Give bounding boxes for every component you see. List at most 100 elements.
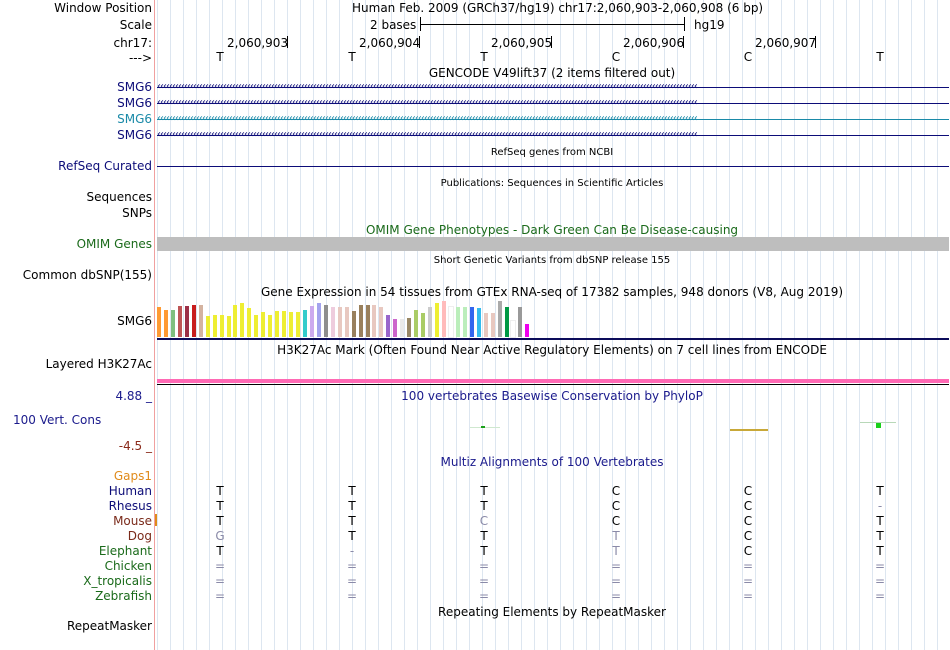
gtex-tissue-bar[interactable]: [462, 306, 467, 337]
gaps-label[interactable]: Gaps1: [113, 469, 152, 483]
gtex-tissue-bar[interactable]: [233, 305, 238, 337]
phylop-mark-2[interactable]: [730, 429, 768, 431]
species-label[interactable]: Rhesus: [108, 499, 152, 513]
gtex-tissue-bar[interactable]: [261, 312, 266, 337]
gtex-tissue-bar[interactable]: [184, 305, 189, 337]
refseq-label[interactable]: RefSeq Curated: [58, 159, 152, 173]
omim-label[interactable]: OMIM Genes: [76, 237, 152, 251]
gtex-tissue-bar[interactable]: [170, 309, 175, 337]
refseq-gene-line[interactable]: [157, 166, 949, 167]
gencode-gene-label[interactable]: SMG6: [117, 112, 152, 126]
gtex-tissue-bar[interactable]: [386, 314, 391, 337]
gtex-tissue-bar[interactable]: [483, 313, 488, 337]
gencode-gene-label[interactable]: SMG6: [117, 80, 152, 94]
species-label[interactable]: Elephant: [98, 544, 152, 558]
phylop-title: 100 vertebrates Basewise Conservation by…: [401, 389, 703, 403]
aligned-base: T: [612, 544, 620, 558]
gtex-tissue-bar[interactable]: [518, 306, 523, 337]
species-label[interactable]: Human: [108, 484, 152, 498]
gtex-tissue-bar[interactable]: [337, 306, 342, 337]
gencode-gene-line[interactable]: [157, 119, 949, 120]
gtex-tissue-bar[interactable]: [428, 306, 433, 337]
h3k27ac-title: H3K27Ac Mark (Often Found Near Active Re…: [277, 343, 827, 357]
species-label[interactable]: Zebrafish: [95, 589, 152, 603]
gtex-tissue-bar[interactable]: [400, 319, 405, 337]
phylop-mark-3[interactable]: [860, 422, 896, 423]
gtex-tissue-bar[interactable]: [296, 312, 300, 337]
gencode-gene-label[interactable]: SMG6: [117, 128, 152, 142]
gtex-tissue-bar[interactable]: [240, 303, 245, 337]
gtex-tissue-bar[interactable]: [447, 305, 454, 339]
gtex-tissue-bar[interactable]: [268, 314, 273, 337]
multiz-title: Multiz Alignments of 100 Vertebrates: [440, 455, 664, 469]
gtex-tissue-bar[interactable]: [219, 314, 224, 337]
aligned-base: T: [216, 544, 224, 558]
gtex-tissue-bar[interactable]: [330, 306, 335, 337]
snps-label[interactable]: SNPs: [122, 206, 152, 220]
gtex-label[interactable]: SMG6: [117, 314, 152, 328]
gtex-tissue-bar[interactable]: [212, 314, 217, 337]
sequences-label[interactable]: Sequences: [86, 190, 152, 204]
gtex-tissue-bar[interactable]: [407, 317, 412, 337]
strand-label[interactable]: --->: [128, 51, 152, 65]
gtex-tissue-bar[interactable]: [351, 310, 356, 337]
gtex-tissue-bar[interactable]: [455, 306, 460, 337]
gtex-tissue-bar[interactable]: [372, 305, 377, 337]
gtex-tissue-bar[interactable]: [393, 319, 398, 337]
coordinate-tick: [419, 36, 420, 48]
gtex-tissue-bar[interactable]: [414, 309, 419, 337]
gtex-tissue-bar[interactable]: [309, 305, 314, 337]
gtex-tissue-bar[interactable]: [302, 309, 307, 337]
gencode-gene-line[interactable]: [157, 103, 949, 104]
gtex-tissue-bar[interactable]: [358, 305, 363, 337]
gtex-tissue-bar[interactable]: [163, 309, 168, 337]
dbsnp-label[interactable]: Common dbSNP(155): [22, 268, 152, 282]
species-label[interactable]: X_tropicalis: [83, 574, 152, 588]
gtex-tissue-bar[interactable]: [275, 311, 280, 337]
gtex-tissue-bar[interactable]: [421, 313, 426, 337]
gtex-tissue-bar[interactable]: [191, 305, 196, 337]
gtex-tissue-bar[interactable]: [441, 301, 446, 337]
gtex-tissue-bar[interactable]: [435, 303, 439, 337]
gtex-tissue-bar[interactable]: [490, 313, 495, 337]
gencode-gene-line[interactable]: [157, 87, 949, 88]
gtex-bar-chart[interactable]: [157, 301, 557, 339]
h3k27ac-label[interactable]: Layered H3K27Ac: [45, 357, 152, 371]
gtex-tissue-bar[interactable]: [157, 306, 161, 337]
phylop-mark-1[interactable]: [470, 427, 500, 428]
species-label[interactable]: Chicken: [104, 559, 152, 573]
gtex-tissue-bar[interactable]: [510, 320, 517, 338]
gtex-tissue-bar[interactable]: [504, 306, 509, 337]
omim-bar[interactable]: [157, 237, 949, 251]
gtex-tissue-bar[interactable]: [226, 316, 231, 337]
gencode-gene-label[interactable]: SMG6: [117, 96, 152, 110]
gtex-tissue-bar[interactable]: [344, 306, 349, 337]
gtex-tissue-bar[interactable]: [316, 303, 321, 337]
phylop-label[interactable]: 100 Vert. Cons: [13, 413, 102, 427]
gtex-tissue-bar[interactable]: [469, 306, 474, 337]
gtex-tissue-bar[interactable]: [525, 324, 530, 337]
assembly-position[interactable]: Human Feb. 2009 (GRCh37/hg19) chr17:2,06…: [352, 1, 764, 15]
h3k27ac-signal[interactable]: [157, 379, 949, 383]
aligned-base: C: [611, 514, 621, 528]
gencode-gene-line[interactable]: [157, 135, 949, 136]
gtex-tissue-bar[interactable]: [205, 316, 210, 337]
publications-title: Publications: Sequences in Scientific Ar…: [440, 178, 664, 189]
gtex-tissue-bar[interactable]: [476, 308, 481, 337]
species-label[interactable]: Dog: [127, 529, 152, 543]
gtex-tissue-bar[interactable]: [365, 305, 370, 337]
gtex-tissue-bar[interactable]: [177, 305, 182, 337]
aligned-base: =: [346, 574, 358, 588]
species-label[interactable]: Mouse: [113, 514, 152, 528]
gtex-tissue-bar[interactable]: [247, 308, 252, 337]
gtex-tissue-bar[interactable]: [323, 305, 328, 337]
chrom-label[interactable]: chr17:: [113, 36, 152, 50]
gtex-tissue-bar[interactable]: [289, 312, 294, 337]
gtex-tissue-bar[interactable]: [254, 314, 259, 337]
gtex-tissue-bar[interactable]: [379, 306, 384, 337]
aligned-base: =: [346, 559, 358, 573]
gtex-tissue-bar[interactable]: [497, 301, 502, 337]
gtex-tissue-bar[interactable]: [198, 305, 203, 337]
repeatmasker-label[interactable]: RepeatMasker: [66, 619, 152, 633]
gtex-tissue-bar[interactable]: [282, 311, 287, 337]
